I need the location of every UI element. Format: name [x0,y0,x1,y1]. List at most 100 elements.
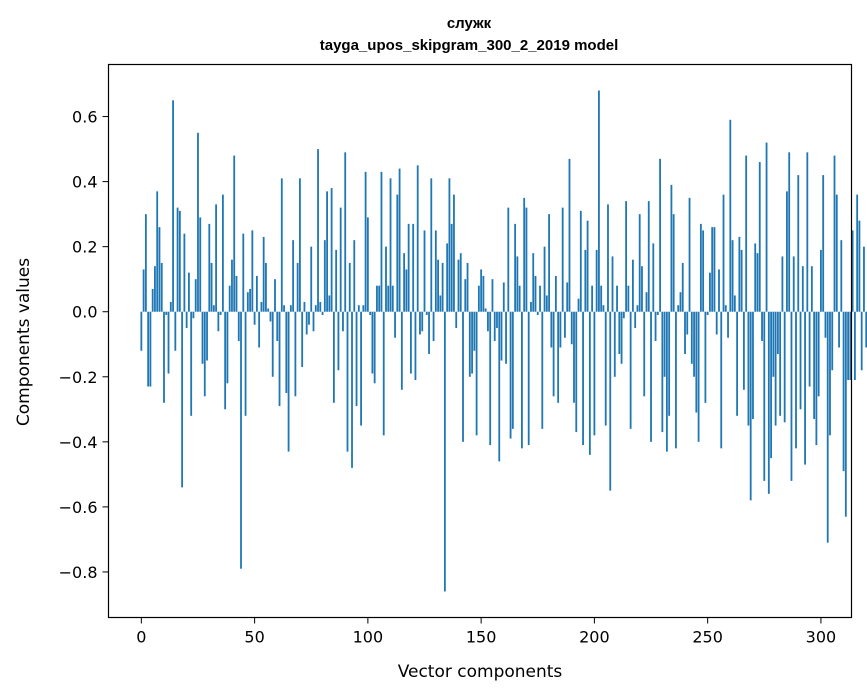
bar [292,240,295,312]
bar [763,311,766,481]
bar [505,311,507,364]
bar [690,311,693,364]
bar [536,311,539,315]
bar [231,259,233,312]
bar [561,207,564,312]
bar [607,204,609,312]
bar [142,269,145,312]
bar [575,311,578,433]
bar [453,194,455,312]
bar [711,227,714,312]
bar [609,311,612,491]
bar [672,214,675,312]
x-axis-label: Vector components [398,662,563,682]
bar [781,256,784,312]
bar [833,155,836,312]
bar [480,269,483,312]
bar [579,210,582,312]
bar [172,100,174,312]
bar [199,217,202,312]
bar [740,249,743,312]
chart-title: служк [447,15,492,32]
bar [144,214,147,312]
bar [192,311,195,319]
bar [353,240,356,312]
bar [724,305,727,312]
bar [647,201,650,312]
x-tick-label: 200 [579,628,610,647]
y-axis-ticks: −0.8 −0.6 −0.4 −0.2 0.0 0.2 0.4 0.6 [59,108,109,582]
bar [163,311,165,403]
bar [410,311,412,374]
bar [650,311,652,442]
bar [620,311,623,364]
bar [588,311,591,455]
x-tick-label: 100 [353,628,384,647]
bar [147,311,150,387]
bar [473,311,476,351]
bar [804,311,806,465]
bar [221,194,224,312]
bar [831,311,834,371]
bar [489,311,492,446]
bar [244,311,247,416]
bar [715,311,718,335]
bar [160,262,163,312]
bar [459,253,462,312]
bar [554,275,557,312]
bar [260,301,263,312]
bar [154,266,156,312]
bar [416,165,419,312]
bar [731,240,734,312]
bar [686,311,689,335]
bar [188,272,190,312]
bar [348,262,351,312]
bar [681,262,684,312]
bar [693,311,695,377]
bar [265,262,267,312]
bar [362,305,365,312]
bar [491,279,494,312]
bar [550,311,553,348]
bar [443,311,446,592]
bar [371,311,374,374]
bar [502,282,505,312]
bar [525,207,528,312]
bar [482,275,485,312]
bar [167,311,170,374]
bar [742,311,745,390]
y-tick-label: −0.8 [59,563,98,582]
bar [659,158,661,312]
bar [749,311,752,501]
bar [738,236,741,312]
bar [786,191,788,312]
bar [817,311,820,397]
bars-group [140,90,867,592]
bar [645,292,648,312]
bar [652,243,655,312]
bar [487,311,489,332]
bar [419,311,421,335]
bar [228,285,231,312]
bar [541,311,544,429]
bar [844,311,847,517]
bar [820,249,822,312]
bar [865,311,867,348]
bar [668,311,671,416]
bar [808,311,811,387]
bar [665,311,668,452]
bar [405,269,408,312]
bar [856,194,859,312]
bar [629,311,632,429]
bar [464,279,467,312]
bar [774,311,777,426]
bar [369,311,372,315]
bar [688,197,691,312]
bar [389,178,392,312]
bar [595,249,598,312]
bar [194,279,197,312]
x-tick-label: 150 [466,628,497,647]
bar [627,285,630,312]
bar [842,311,845,472]
bar [314,305,317,312]
